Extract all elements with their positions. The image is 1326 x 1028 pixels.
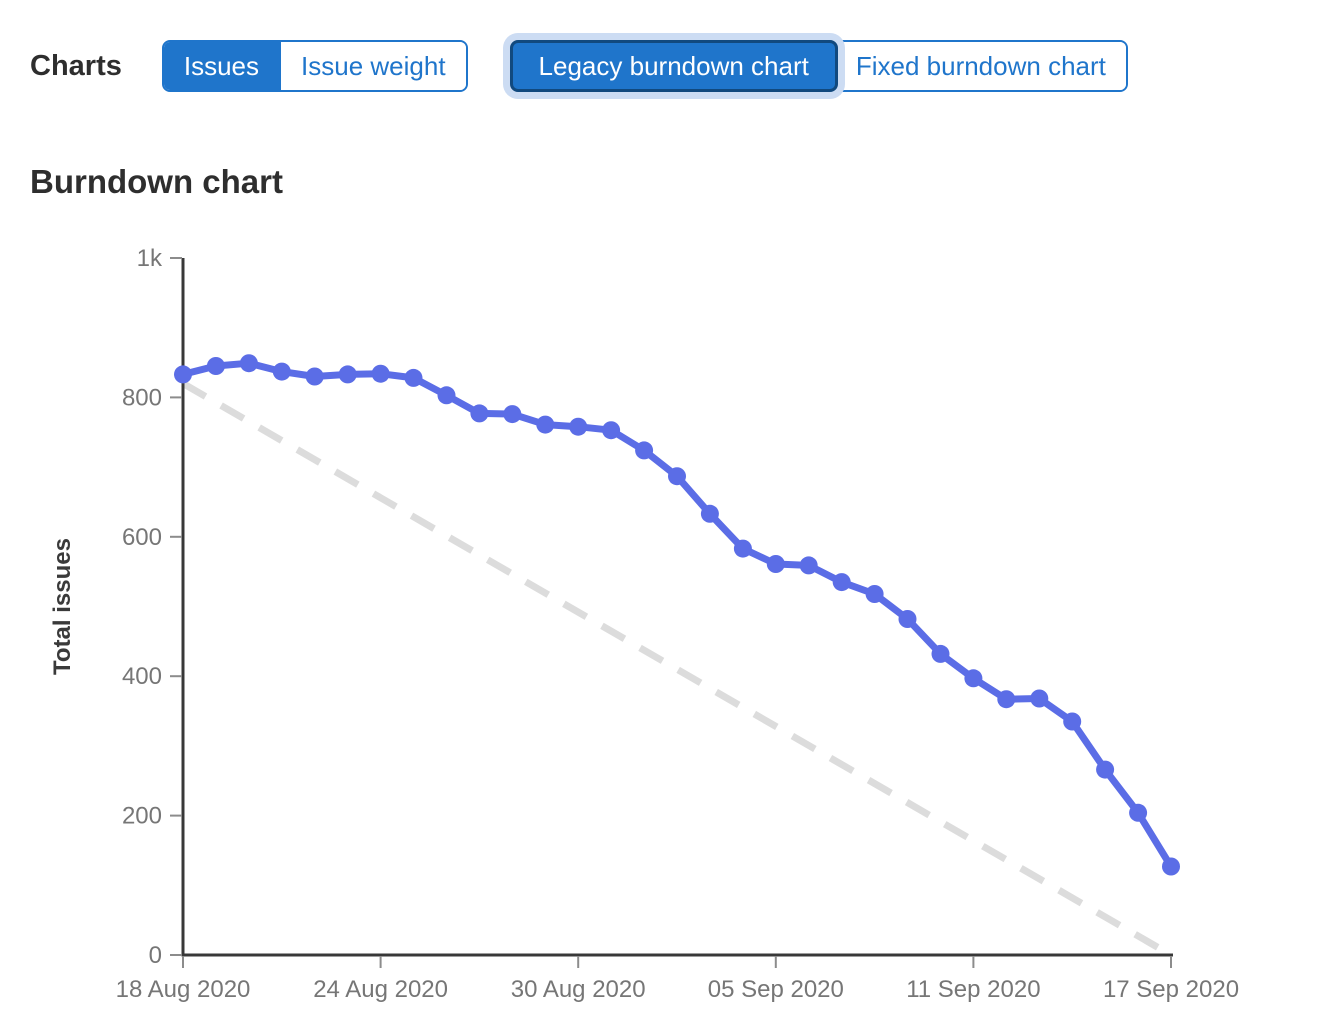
data-point[interactable]: [799, 556, 818, 575]
data-point[interactable]: [635, 441, 654, 460]
data-point[interactable]: [1096, 760, 1115, 779]
data-point[interactable]: [503, 405, 522, 424]
y-tick-label: 800: [122, 384, 162, 411]
data-point[interactable]: [272, 362, 291, 381]
data-point[interactable]: [239, 354, 258, 373]
y-tick-label: 200: [122, 803, 162, 830]
data-point[interactable]: [1030, 689, 1049, 708]
data-point[interactable]: [668, 467, 686, 486]
data-point[interactable]: [964, 669, 983, 688]
data-point[interactable]: [865, 585, 884, 603]
y-tick-label: 1k: [137, 245, 163, 272]
data-point[interactable]: [832, 573, 851, 592]
legacy-burndown-chart-button[interactable]: Legacy burndown chart: [509, 40, 838, 92]
burndown-line: [179, 359, 1175, 870]
data-point[interactable]: [997, 690, 1016, 709]
data-point[interactable]: [536, 415, 555, 434]
chart-type-toggle-group: Legacy burndown chart Fixed burndown cha…: [509, 40, 1128, 92]
metric-toggle-group: Issues Issue weight: [161, 40, 468, 92]
data-point[interactable]: [174, 365, 192, 384]
y-tick-label: 600: [122, 524, 162, 551]
data-point[interactable]: [931, 644, 950, 663]
x-tick-label: 17 Sep 2020: [1103, 976, 1239, 1003]
data-point[interactable]: [404, 368, 423, 387]
data-point[interactable]: [569, 417, 588, 436]
burndown-chart-title: Burndown chart: [30, 163, 283, 200]
data-point[interactable]: [733, 539, 752, 558]
y-tick-label: 0: [149, 942, 162, 969]
charts-label: Charts: [30, 49, 122, 82]
y-axis-title: Total issues: [49, 538, 76, 675]
data-point[interactable]: [206, 357, 225, 375]
data-point[interactable]: [371, 364, 390, 383]
x-tick-label: 05 Sep 2020: [708, 976, 844, 1003]
fixed-burndown-chart-button[interactable]: Fixed burndown chart: [835, 42, 1126, 90]
data-point[interactable]: [1162, 857, 1180, 876]
x-tick-label: 18 Aug 2020: [116, 976, 251, 1003]
data-point[interactable]: [437, 386, 456, 405]
data-point[interactable]: [470, 404, 489, 423]
data-point[interactable]: [700, 504, 719, 523]
data-point[interactable]: [1129, 803, 1148, 822]
issues-toggle-button[interactable]: Issues: [163, 42, 280, 90]
y-tick-label: 400: [122, 663, 162, 690]
ideal-guideline: [181, 380, 1173, 959]
data-point[interactable]: [898, 610, 917, 628]
x-tick-label: 24 Aug 2020: [313, 976, 448, 1003]
data-point[interactable]: [766, 555, 785, 573]
burndown-chart: 0 200 400 600 800 1k 18 Aug 2020 24 Aug 2020 30 …: [49, 245, 1239, 1003]
x-tick-label: 11 Sep 2020: [906, 976, 1040, 1003]
x-tick-label: 30 Aug 2020: [511, 976, 646, 1003]
charts-header: Charts Issues Issue weight Legacy burndo…: [30, 40, 1170, 92]
issue-weight-toggle-button[interactable]: Issue weight: [279, 42, 466, 90]
data-point[interactable]: [338, 365, 357, 384]
data-point[interactable]: [1063, 712, 1082, 731]
data-point[interactable]: [602, 421, 621, 440]
data-point[interactable]: [305, 367, 324, 386]
